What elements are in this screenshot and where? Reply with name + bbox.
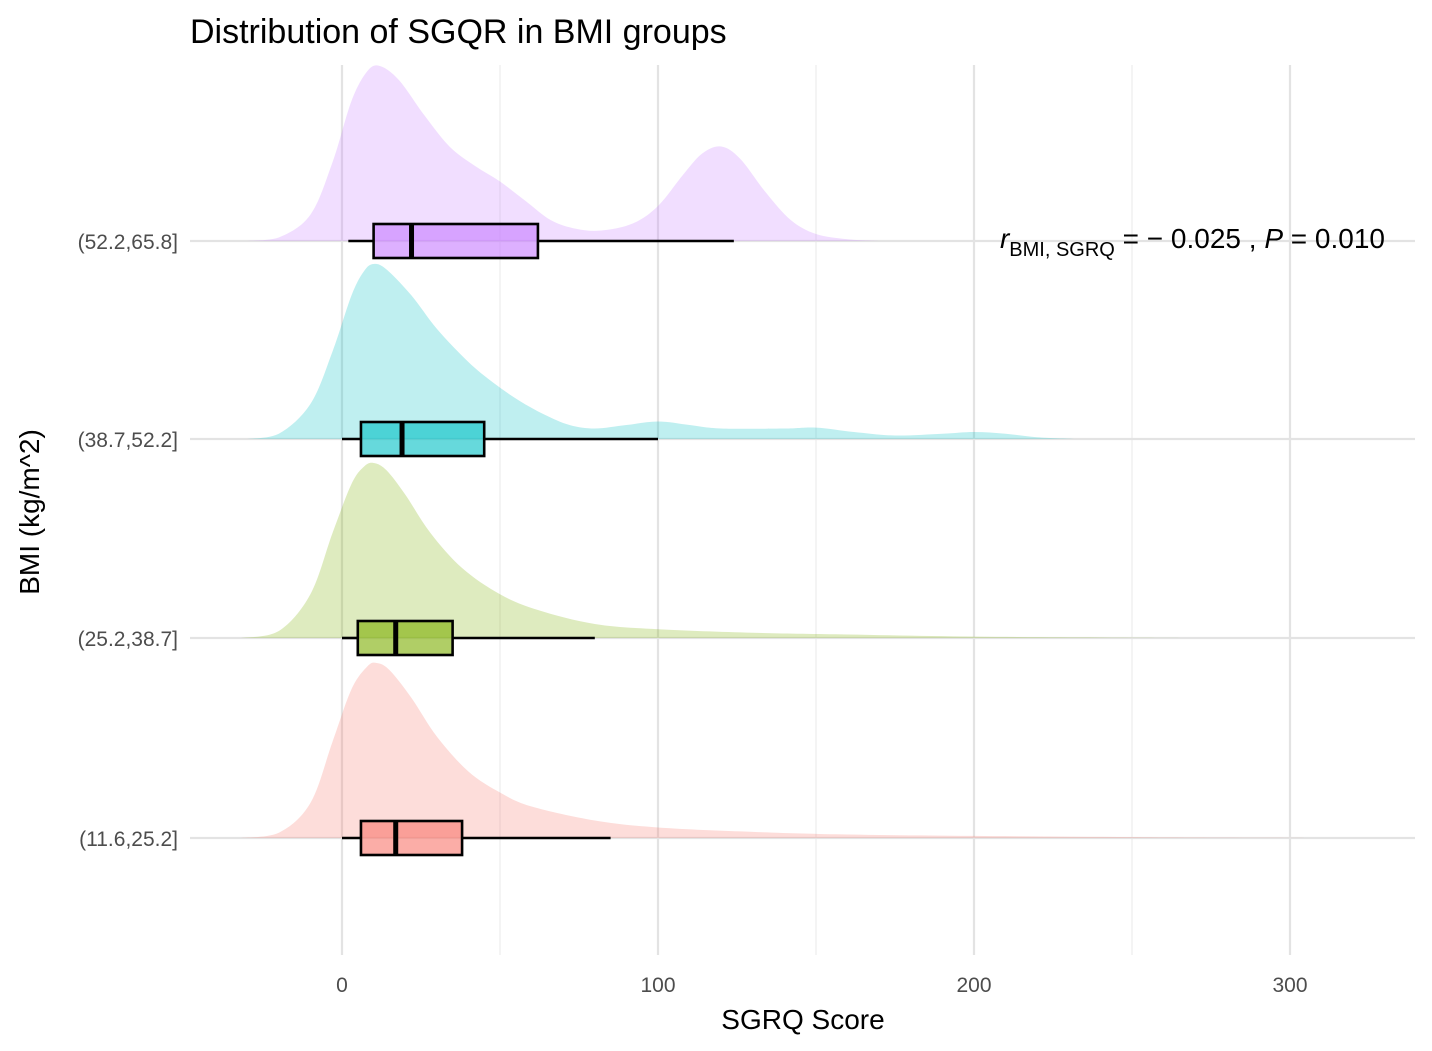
correlation-annotation: rBMI, SGRQ = − 0.025 , P = 0.010 <box>1000 223 1385 261</box>
x-tick-label: 0 <box>336 974 348 997</box>
density-ridge <box>240 662 1322 838</box>
y-tick-label: (52.2,65.8] <box>78 231 178 254</box>
ridge-group <box>240 462 1196 657</box>
density-ridge <box>247 65 880 241</box>
ridge-group <box>240 662 1322 857</box>
y-axis-title: BMI (kg/m^2) <box>14 429 45 595</box>
annotation-r-symbol: r <box>1000 223 1011 254</box>
y-tick-label: (38.7,52.2] <box>78 429 178 452</box>
box-iqr <box>359 819 464 857</box>
y-tick-label: (11.6,25.2] <box>79 828 178 851</box>
y-tick-label: (25.2,38.7] <box>78 628 178 651</box>
chart-title: Distribution of SGQR in BMI groups <box>190 13 727 51</box>
ridge-group <box>247 65 880 260</box>
density-ridge <box>240 462 1196 638</box>
annotation-p-symbol: P <box>1264 223 1283 254</box>
x-axis-title: SGRQ Score <box>721 1004 884 1035</box>
x-tick-label: 200 <box>956 974 991 997</box>
density-ridge <box>247 263 1076 439</box>
box-iqr <box>359 420 486 458</box>
annotation-p-value: = 0.010 <box>1283 223 1385 254</box>
x-tick-label: 300 <box>1272 974 1307 997</box>
x-tick-labels: 0 100 200 300 <box>336 974 1307 997</box>
annotation-r-subscript: BMI, SGRQ <box>1009 239 1115 261</box>
x-tick-label: 100 <box>640 974 675 997</box>
y-tick-labels: (52.2,65.8] (38.7,52.2] (25.2,38.7] (11.6,2… <box>78 231 178 851</box>
annotation-r-value: = − 0.025 , <box>1115 223 1264 254</box>
ridge-group <box>247 263 1076 458</box>
box-iqr <box>356 619 454 657</box>
ridge-layer <box>240 65 1322 857</box>
box-iqr <box>372 222 540 260</box>
